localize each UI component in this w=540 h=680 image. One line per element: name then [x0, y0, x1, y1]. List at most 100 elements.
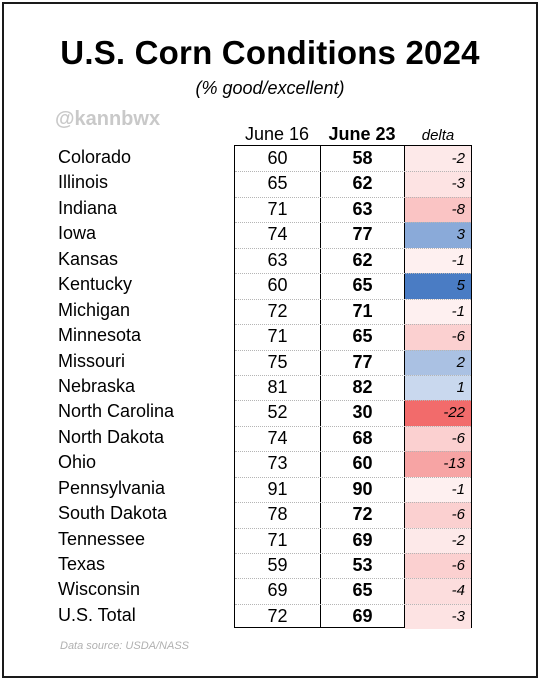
row-separator	[235, 324, 471, 326]
state-label: Colorado	[58, 147, 132, 167]
row-separator	[235, 451, 471, 453]
state-label: Missouri	[58, 350, 126, 371]
table-row: 73 60 -13	[235, 451, 471, 477]
table-row: 91 90 -1	[235, 476, 471, 503]
june23-value: 77	[352, 351, 373, 372]
column-header-june23: June 23	[328, 124, 396, 144]
state-label: Illinois	[58, 172, 109, 193]
column-header-delta: delta	[421, 127, 455, 144]
table-row: 72 71 -1	[235, 298, 471, 325]
delta-value: -1	[405, 298, 471, 325]
delta-value: -4	[405, 578, 471, 604]
row-separator	[235, 476, 471, 478]
table-row: 71 63 -8	[235, 196, 471, 223]
delta-value: -13	[405, 451, 471, 477]
state-label: North Dakota	[58, 426, 165, 447]
june16-value: 71	[267, 529, 288, 550]
june23-value: 53	[352, 555, 373, 576]
june23-value: 90	[352, 478, 373, 499]
row-separator	[235, 273, 471, 275]
june23-value: 62	[352, 173, 373, 194]
row-separator	[235, 527, 471, 529]
june23-value: 71	[352, 300, 373, 321]
delta-value: -6	[405, 553, 471, 579]
table-row: 65 62 -3	[235, 171, 471, 197]
table-row: 69 65 -4	[235, 578, 471, 604]
delta-value: -1	[405, 247, 471, 274]
row-separator	[235, 222, 471, 224]
june23-value: 68	[352, 427, 373, 448]
table-row: 71 65 -6	[235, 324, 471, 350]
june16-value: 65	[267, 173, 288, 194]
state-label: Nebraska	[58, 375, 136, 396]
state-label: Kentucky	[58, 274, 133, 295]
june23-value: 82	[352, 376, 373, 397]
june16-value: 71	[267, 326, 288, 347]
delta-value: -8	[405, 196, 471, 223]
data-source-note: Data source: USDA/NASS	[60, 640, 189, 652]
row-separator	[235, 502, 471, 504]
state-label: Texas	[58, 554, 106, 574]
delta-value: -6	[405, 324, 471, 350]
june16-value: 74	[267, 224, 288, 245]
june16-value: 60	[267, 148, 288, 168]
june23-value: 65	[352, 326, 373, 347]
table-row: 59 53 -6	[235, 553, 471, 579]
june23-value: 65	[352, 275, 373, 296]
delta-value: -22	[405, 400, 471, 426]
june23-value: 72	[352, 504, 373, 525]
state-label: South Dakota	[58, 503, 168, 524]
june16-value: 78	[267, 504, 288, 525]
column-divider	[404, 146, 405, 627]
chart-subtitle: (% good/excellent)	[195, 78, 345, 98]
table-row: 52 30 -22	[235, 400, 471, 426]
june23-value: 77	[352, 224, 373, 245]
table-row: 63 62 -1	[235, 247, 471, 274]
delta-value: 3	[405, 222, 471, 248]
table-row: 75 77 2	[235, 349, 471, 375]
state-label: U.S. Total	[58, 604, 136, 625]
delta-value: -6	[405, 502, 471, 528]
table-row: 74 77 3	[235, 222, 471, 248]
state-labels: Colorado Illinois Indiana Iowa Kansas Kentuck…	[58, 145, 174, 628]
state-label: Minnesota	[58, 325, 142, 346]
june16-value: 72	[267, 300, 288, 321]
june16-value: 52	[267, 402, 288, 423]
author-handle: @kannbwx	[55, 108, 161, 130]
row-separator	[235, 374, 471, 376]
june16-value: 74	[267, 427, 288, 448]
june23-value: 30	[352, 402, 373, 423]
delta-value: 5	[405, 273, 471, 299]
column-divider	[320, 146, 321, 627]
table-row: 60 58 -2	[235, 146, 471, 172]
row-separator	[235, 171, 471, 173]
june23-value: 65	[352, 580, 373, 601]
row-separator	[235, 298, 471, 300]
row-separator	[235, 247, 471, 249]
state-label: Kansas	[58, 248, 119, 269]
row-separator	[235, 425, 471, 427]
june16-value: 81	[267, 376, 288, 397]
june23-value: 62	[352, 249, 373, 270]
row-separator	[235, 349, 471, 351]
june23-value: 69	[352, 605, 373, 626]
row-separator	[235, 553, 471, 555]
table-row: 60 65 5	[235, 273, 471, 299]
state-label: Tennessee	[58, 528, 146, 549]
table-row: 71 69 -2	[235, 527, 471, 554]
delta-value: -6	[405, 425, 471, 452]
state-label: Michigan	[58, 299, 131, 320]
june16-value: 63	[267, 249, 288, 270]
delta-value: 2	[405, 349, 471, 375]
table-row: 81 82 1	[235, 374, 471, 401]
june16-value: 69	[267, 580, 288, 601]
june23-value: 60	[352, 453, 373, 474]
june23-value: 58	[352, 148, 373, 168]
chart-title: U.S. Corn Conditions 2024	[60, 34, 480, 71]
row-separator	[235, 603, 471, 605]
june23-value: 63	[352, 198, 373, 219]
table-row: 72 69 -3	[235, 603, 471, 630]
june23-value: 69	[352, 529, 373, 550]
data-table: 60 58 -2 65 62 -3 71 63 -8 74 77 3 63 62 -1 60 65 5 72 71 -1…	[234, 145, 472, 630]
state-label: North Carolina	[58, 401, 175, 422]
